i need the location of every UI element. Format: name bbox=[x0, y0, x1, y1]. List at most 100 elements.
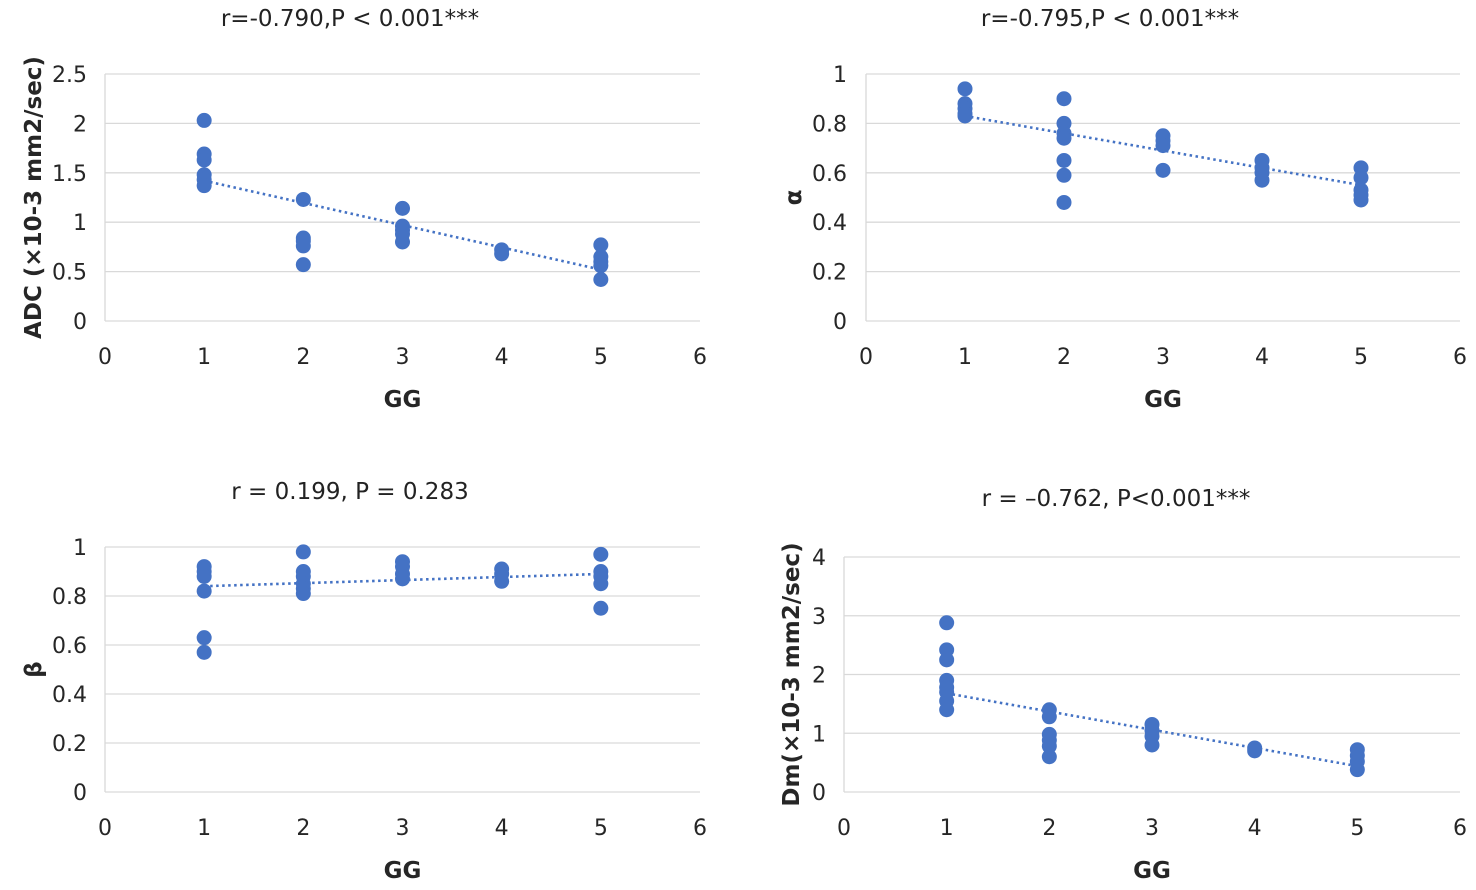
y-tick-label: 4 bbox=[812, 546, 826, 571]
x-tick-label: 6 bbox=[693, 345, 707, 370]
data-point bbox=[939, 615, 955, 631]
x-tick-label: 4 bbox=[1255, 345, 1269, 370]
chart-title: r = 0.199, P = 0.283 bbox=[231, 479, 468, 505]
y-tick-label: 3 bbox=[812, 605, 826, 630]
data-point bbox=[1041, 738, 1057, 754]
trendline bbox=[203, 179, 602, 271]
data-point bbox=[196, 583, 212, 599]
data-point bbox=[295, 544, 311, 560]
y-tick-label: 0.5 bbox=[52, 261, 87, 286]
x-tick-label: 5 bbox=[1354, 345, 1368, 370]
data-point bbox=[1155, 162, 1171, 178]
y-tick-label: 1 bbox=[73, 536, 87, 561]
x-tick-label: 2 bbox=[1042, 816, 1056, 841]
y-tick-label: 2 bbox=[73, 112, 87, 137]
data-point bbox=[295, 238, 311, 254]
x-tick-label: 1 bbox=[197, 345, 211, 370]
data-point bbox=[395, 200, 410, 216]
x-tick-label: 3 bbox=[396, 345, 410, 370]
data-point bbox=[593, 600, 609, 616]
chart-panel-3: r = 0.199, P = 0.283 0 0.2 0.4 0.6 0.8 1 0 1 2 3 4 5… bbox=[21, 479, 707, 884]
data-point bbox=[196, 644, 212, 660]
x-tick-label: 2 bbox=[1057, 345, 1071, 370]
data-point bbox=[295, 191, 311, 207]
x-tick-label: 0 bbox=[859, 345, 873, 370]
data-point bbox=[593, 546, 609, 562]
data-point bbox=[196, 630, 212, 646]
data-point bbox=[494, 573, 510, 589]
x-tick-label: 5 bbox=[594, 816, 608, 841]
y-tick-label: 0.6 bbox=[52, 634, 87, 659]
x-tick-label: 4 bbox=[495, 345, 509, 370]
data-point bbox=[1254, 172, 1270, 188]
x-tick-label: 5 bbox=[594, 345, 608, 370]
data-point bbox=[593, 237, 609, 253]
x-tick-label: 0 bbox=[98, 345, 112, 370]
x-tick-label: 0 bbox=[837, 816, 851, 841]
data-point bbox=[494, 246, 510, 262]
x-tick-label: 5 bbox=[1350, 816, 1364, 841]
y-tick-label: 0 bbox=[833, 310, 847, 335]
data-point bbox=[957, 108, 973, 124]
data-point bbox=[1056, 130, 1072, 146]
y-tick-label: 2.5 bbox=[52, 63, 87, 88]
x-axis-label: GG bbox=[1133, 858, 1171, 884]
data-point bbox=[196, 152, 212, 168]
data-point bbox=[939, 652, 955, 668]
data-point bbox=[1056, 152, 1072, 168]
data-point bbox=[196, 568, 212, 584]
data-point bbox=[1353, 170, 1369, 186]
x-tick-label: 1 bbox=[940, 816, 954, 841]
data-point bbox=[395, 571, 410, 587]
data-point bbox=[1353, 192, 1369, 208]
x-axis-label: GG bbox=[384, 858, 422, 884]
y-tick-label: 0.2 bbox=[52, 732, 87, 757]
y-tick-label: 1.5 bbox=[52, 162, 87, 187]
x-tick-label: 4 bbox=[495, 816, 509, 841]
y-tick-label: 0.6 bbox=[812, 162, 847, 187]
data-point bbox=[1041, 749, 1057, 765]
data-point bbox=[593, 258, 609, 274]
data-point bbox=[1056, 167, 1072, 183]
y-tick-label: 0 bbox=[73, 781, 87, 806]
trendline bbox=[964, 114, 1362, 187]
x-tick-label: 4 bbox=[1248, 816, 1262, 841]
data-point bbox=[1155, 138, 1171, 154]
data-point bbox=[593, 576, 609, 592]
y-axis-label: ADC (×10-3 mm2/sec) bbox=[21, 56, 47, 339]
y-tick-label: 1 bbox=[833, 63, 847, 88]
data-point bbox=[1144, 737, 1160, 753]
chart-title: r = –0.762, P<0.001*** bbox=[982, 486, 1251, 512]
y-tick-label: 0.4 bbox=[52, 683, 87, 708]
y-tick-label: 1 bbox=[73, 211, 87, 236]
data-point bbox=[196, 112, 212, 128]
data-point bbox=[395, 234, 410, 250]
y-axis-label: Dm(×10-3 mm2/sec) bbox=[779, 542, 805, 806]
y-axis-label: α bbox=[781, 190, 807, 206]
chart-title: r=-0.790,P < 0.001*** bbox=[221, 6, 479, 32]
y-tick-label: 2 bbox=[812, 664, 826, 689]
x-tick-label: 0 bbox=[98, 816, 112, 841]
data-point bbox=[1349, 762, 1365, 778]
x-tick-label: 1 bbox=[958, 345, 972, 370]
data-point bbox=[1041, 709, 1057, 725]
data-point bbox=[1056, 194, 1072, 210]
data-point bbox=[196, 178, 212, 194]
x-tick-label: 3 bbox=[1156, 345, 1170, 370]
y-tick-label: 0.8 bbox=[52, 585, 87, 610]
data-point bbox=[939, 702, 955, 718]
y-tick-label: 0.8 bbox=[812, 112, 847, 137]
x-tick-label: 2 bbox=[296, 345, 310, 370]
chart-panel-4: r = –0.762, P<0.001*** 0 1 2 3 4 0 1 2 3 4 5 6 GG Dm(×… bbox=[779, 486, 1467, 884]
data-point bbox=[1056, 91, 1072, 107]
y-tick-label: 0 bbox=[73, 310, 87, 335]
x-tick-label: 6 bbox=[1453, 816, 1467, 841]
x-tick-label: 2 bbox=[296, 816, 310, 841]
data-point bbox=[295, 586, 311, 602]
y-tick-label: 1 bbox=[812, 722, 826, 747]
data-point bbox=[1247, 743, 1263, 759]
y-tick-label: 0 bbox=[812, 781, 826, 806]
x-tick-label: 3 bbox=[1145, 816, 1159, 841]
